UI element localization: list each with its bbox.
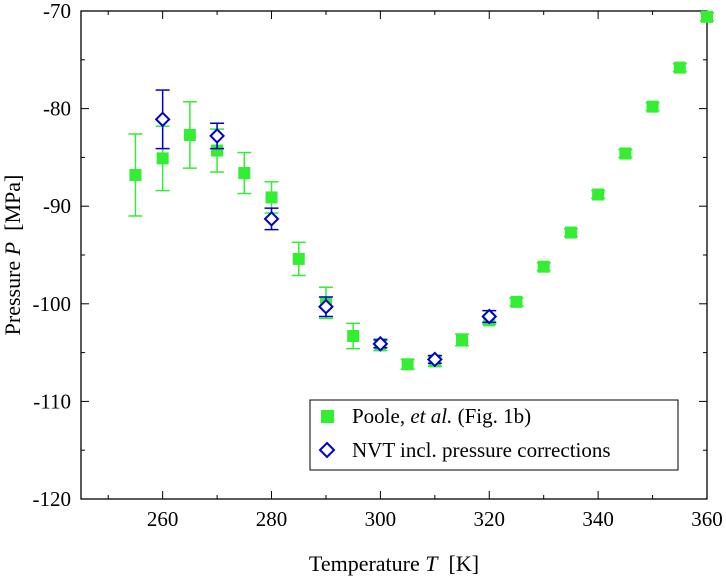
data-point-square [265,191,278,204]
data-point-square [646,100,659,113]
y-tick-label: -90 [43,194,71,218]
legend-label-poole-text: Poole, [352,404,410,428]
y-tick-label: -110 [33,389,71,413]
data-point-square [156,152,169,165]
legend-marker-nvt [318,441,336,459]
data-point-diamond [263,210,280,227]
y-axis-title: Pressure P [MPa] [0,175,25,336]
y-axis-title-variable: P [0,242,25,256]
legend-label-poole: Poole, et al. (Fig. 1b) [352,404,531,428]
data-point-square [701,10,713,23]
y-axis-title-prefix: Pressure [0,255,25,335]
data-point-square [619,147,632,160]
x-tick-label: 340 [582,507,614,531]
data-point-square [129,168,142,181]
data-point-square [510,295,523,308]
data-point-square [183,128,196,141]
x-axis-title-unit: [K] [438,551,480,576]
legend-marker-poole [321,410,334,423]
data-point-square [592,188,605,201]
data-point-square [211,144,224,157]
y-axis-title-unit: [MPa] [0,175,25,242]
y-tick-label: -80 [43,97,71,121]
data-point-diamond [426,351,443,368]
data-point-diamond [209,128,226,144]
data-point-square [347,330,360,343]
data-point-diamond [372,335,389,352]
x-tick-label: 300 [365,507,397,531]
x-axis-title: Temperature T [K] [309,551,479,576]
data-point-square [537,260,550,273]
x-axis-title-prefix: Temperature [309,551,425,576]
legend-label-poole-etal: et al. [410,404,452,428]
legend: Poole, et al. (Fig. 1b) NVT incl. pressu… [309,399,679,471]
data-point-square [401,358,414,371]
data-point-diamond [318,298,334,315]
y-tick-labels: -120 -110 -100 -90 -80 -70 [33,0,72,511]
data-point-square [292,252,305,265]
x-tick-label: 320 [474,507,506,531]
x-axis-title-variable: T [425,551,439,576]
data-point-square [673,61,686,74]
data-point-square [564,226,577,239]
x-tick-label: 360 [691,507,723,531]
data-point-diamond [154,111,171,128]
data-point-diamond [481,308,498,325]
x-tick-labels: 260 280 300 320 340 360 [147,507,723,531]
data-point-square [238,167,251,180]
y-tick-label: -70 [43,0,71,23]
data-series [128,10,714,371]
x-tick-label: 280 [256,507,288,531]
legend-label-poole-fig: (Fig. 1b) [452,404,531,428]
data-point-square [456,333,469,346]
series-nvt [154,89,498,368]
legend-label-nvt: NVT incl. pressure corrections [352,438,611,462]
x-tick-label: 260 [147,507,179,531]
series-poole [128,10,714,371]
y-tick-label: -120 [33,487,72,511]
y-tick-label: -100 [33,292,72,316]
legend-box [309,399,679,471]
